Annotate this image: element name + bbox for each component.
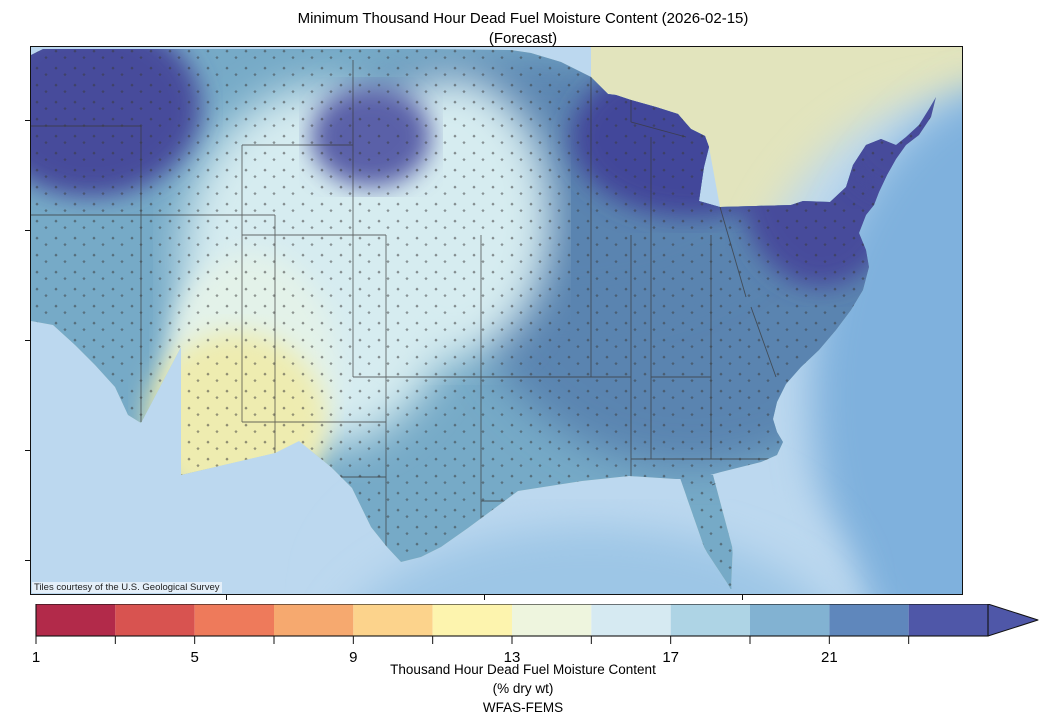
svg-text:17: 17 [662, 649, 679, 666]
svg-text:21: 21 [821, 649, 838, 666]
svg-text:5: 5 [190, 649, 198, 666]
svg-text:9: 9 [349, 649, 357, 666]
svg-text:1: 1 [32, 649, 40, 666]
svg-text:13: 13 [504, 649, 521, 666]
